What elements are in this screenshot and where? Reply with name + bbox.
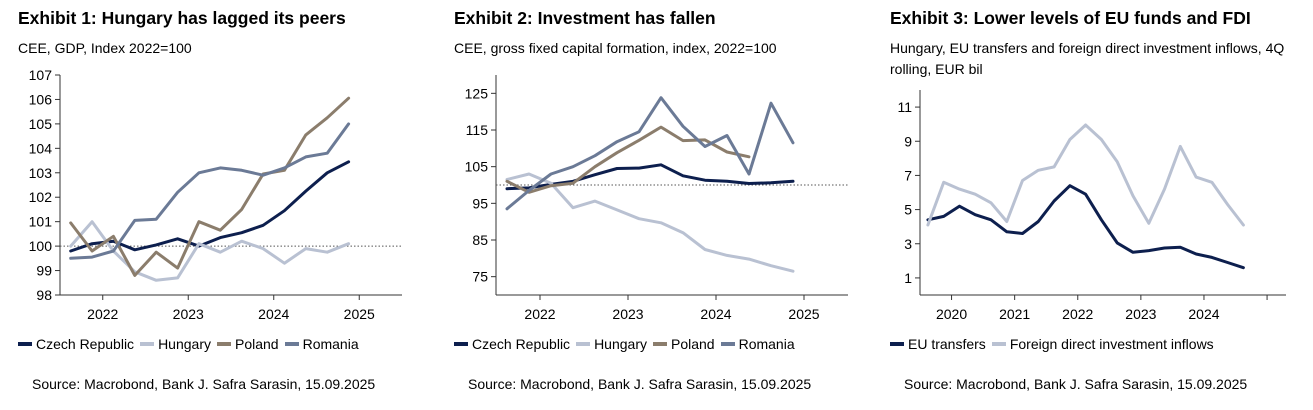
legend-item-poland: Poland [652,336,715,352]
legend-label-poland: Poland [670,336,715,352]
exhibit-1-subtitle: CEE, GDP, Index 2022=100 [18,40,192,56]
series-line-hungary [505,172,795,273]
y-tick-label: 104 [29,140,53,156]
y-tick-label: 106 [29,91,53,107]
y-tick-label: 100 [29,238,53,254]
series-line-poland [505,125,751,194]
legend-item-hungary: Hungary [140,336,211,352]
legend-label-fdi: Foreign direct investment inflows [1009,336,1214,352]
legend-item-poland: Poland [216,336,279,352]
legend-swatch-poland [216,342,231,346]
exhibit-3-chart: 1 3 5 7 9 11 2020 2021 2022 2023 2024 [897,90,1286,322]
legend-swatch-czech [18,342,32,346]
y-tick-label: 95 [472,195,488,211]
legend-label-poland: Poland [234,336,279,352]
legend-label-romania: Romania [302,336,359,352]
legend-swatch-czech [454,342,468,346]
x-tick-label: 2021 [999,306,1030,322]
y-tick-label: 7 [904,167,912,183]
exhibit-2-legend: Czech Republic Hungary Poland Romania [454,336,801,352]
exhibit-1-title: Exhibit 1: Hungary has lagged its peers [18,8,346,28]
legend-swatch-eu-transfers [890,342,904,346]
legend-label-czech: Czech Republic [36,336,135,352]
legend-label-hungary: Hungary [594,336,647,352]
exhibit-2-title: Exhibit 2: Investment has fallen [454,8,716,28]
y-tick-label: 99 [36,263,52,279]
series-line-eu-transfers [926,184,1245,270]
legend-item-eu-transfers: EU transfers [890,336,986,352]
legend-swatch-fdi [991,342,1006,346]
x-tick-label: 2025 [344,306,375,322]
exhibit-3: Exhibit 3: Lower levels of EU funds and … [884,0,1313,410]
y-tick-label: 98 [36,287,52,303]
x-tick-label: 2020 [936,306,967,322]
exhibit-1-chart: 98 99 100 101 102 103 104 105 106 107 2022 2023 2024… [29,67,402,322]
exhibit-2-source: Source: Macrobond, Bank J. Safra Sarasin… [468,376,812,392]
y-tick-label: 125 [465,85,489,101]
legend-swatch-hungary [576,342,591,346]
series-line-foreign-direct-investment-inflows [926,123,1245,227]
exhibit-3-source: Source: Macrobond, Bank J. Safra Sarasin… [904,376,1248,392]
legend-item-romania: Romania [284,336,359,352]
y-tick-label: 101 [29,214,53,230]
y-tick-label: 11 [897,99,912,115]
legend-item-czech: Czech Republic [454,336,570,352]
x-tick-label: 2022 [87,306,118,322]
x-tick-label: 2024 [1188,306,1219,322]
exhibit-1-source: Source: Macrobond, Bank J. Safra Sarasin… [32,376,376,392]
y-tick-label: 85 [472,232,488,248]
series-line-romania [505,96,795,211]
y-tick-label: 1 [904,270,912,286]
y-tick-label: 115 [466,122,489,138]
legend-label-romania: Romania [738,336,795,352]
x-tick-label: 2025 [788,306,819,322]
y-tick-label: 75 [472,269,488,285]
x-tick-label: 2024 [700,306,731,322]
legend-item-czech: Czech Republic [18,336,134,352]
exhibit-3-legend: EU transfers Foreign direct investment i… [890,336,1220,352]
series-line-poland [69,96,351,277]
y-tick-label: 3 [904,236,912,252]
y-tick-label: 107 [29,67,53,83]
legend-label-hungary: Hungary [158,336,211,352]
legend-item-hungary: Hungary [576,336,647,352]
legend-label-czech: Czech Republic [472,336,571,352]
legend-swatch-hungary [140,342,155,346]
legend-swatch-romania [720,342,735,346]
series-line-hungary [69,220,351,282]
exhibit-2-chart: 75 85 95 105 115 125 2022 2023 2024 2025 [465,75,848,322]
y-tick-label: 103 [29,165,53,181]
x-tick-label: 2023 [1125,306,1156,322]
exhibit-3-title: Exhibit 3: Lower levels of EU funds and … [890,8,1251,28]
x-tick-label: 2023 [612,306,643,322]
legend-label-eu-transfers: EU transfers [908,336,986,352]
legend-swatch-poland [652,342,667,346]
exhibit-2-subtitle: CEE, gross fixed capital formation, inde… [454,40,777,56]
legend-item-romania: Romania [720,336,795,352]
exhibit-1-legend: Czech Republic Hungary Poland Romania [18,336,365,352]
legend-swatch-romania [284,342,299,346]
exhibit-1: Exhibit 1: Hungary has lagged its peers … [12,0,442,410]
y-tick-label: 105 [465,159,489,175]
exhibit-3-subtitle: Hungary, EU transfers and foreign direct… [890,40,1285,77]
x-tick-label: 2023 [173,306,204,322]
y-tick-label: 5 [904,202,912,218]
y-tick-label: 102 [29,189,53,205]
y-tick-label: 9 [904,133,912,149]
y-tick-label: 105 [29,116,53,132]
legend-item-fdi: Foreign direct investment inflows [991,336,1214,352]
x-tick-label: 2024 [258,306,289,322]
exhibit-2: Exhibit 2: Investment has fallen CEE, gr… [448,0,878,410]
x-tick-label: 2022 [1062,306,1093,322]
x-tick-label: 2022 [524,306,555,322]
series-line-romania [69,122,351,260]
